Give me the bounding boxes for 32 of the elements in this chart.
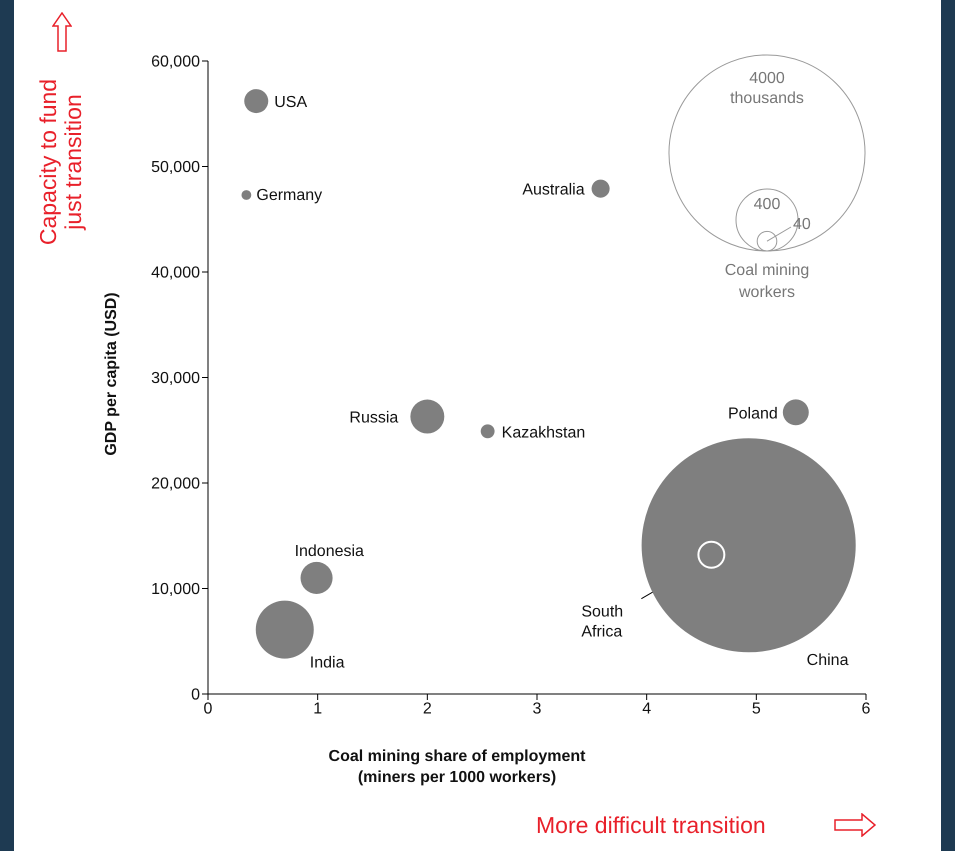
series-label: Germany xyxy=(256,186,322,204)
text: More difficult transition xyxy=(536,812,766,839)
text: Capacity to fund just transition xyxy=(35,78,86,248)
x-tick-label: 4 xyxy=(642,700,652,718)
series-label: Russia xyxy=(349,410,398,427)
annotation: thousands xyxy=(730,90,804,107)
y-tick-label: 0 xyxy=(191,686,200,704)
series-label: USA xyxy=(274,94,308,112)
y-tick-label: 20,000 xyxy=(151,476,200,493)
series-label: Australia xyxy=(522,182,585,199)
series-label: India xyxy=(310,654,345,672)
legend-label: 4000 xyxy=(749,70,785,87)
y-axis-title: GDP per capita (USD) xyxy=(103,291,121,458)
y-tick-label: 10,000 xyxy=(151,581,200,598)
x-axis-title: Coal mining share of employment (miners per 1000 workers) xyxy=(328,747,586,788)
x-tick-label: 6 xyxy=(862,700,871,718)
x-tick-label: 1 xyxy=(313,700,322,718)
text: South Africa xyxy=(581,604,624,641)
series-label: Indonesia xyxy=(294,542,364,560)
series-label: China xyxy=(806,652,849,670)
x-tick-label: 2 xyxy=(422,700,432,718)
x-tick-label: 3 xyxy=(532,700,542,718)
y-tick-label: 40,000 xyxy=(151,264,200,282)
series-label: Poland xyxy=(728,405,778,422)
y-tick-label: 30,000 xyxy=(151,370,200,388)
series-label: Kazakhstan xyxy=(502,424,586,442)
y-tick-label: 50,000 xyxy=(151,159,200,176)
x-tick-label: 0 xyxy=(204,700,213,718)
annotation: Coal mining workers xyxy=(724,262,810,301)
y-tick-label: 60,000 xyxy=(151,54,200,71)
legend-label: 400 xyxy=(754,196,780,213)
x-tick-label: 5 xyxy=(752,700,761,718)
